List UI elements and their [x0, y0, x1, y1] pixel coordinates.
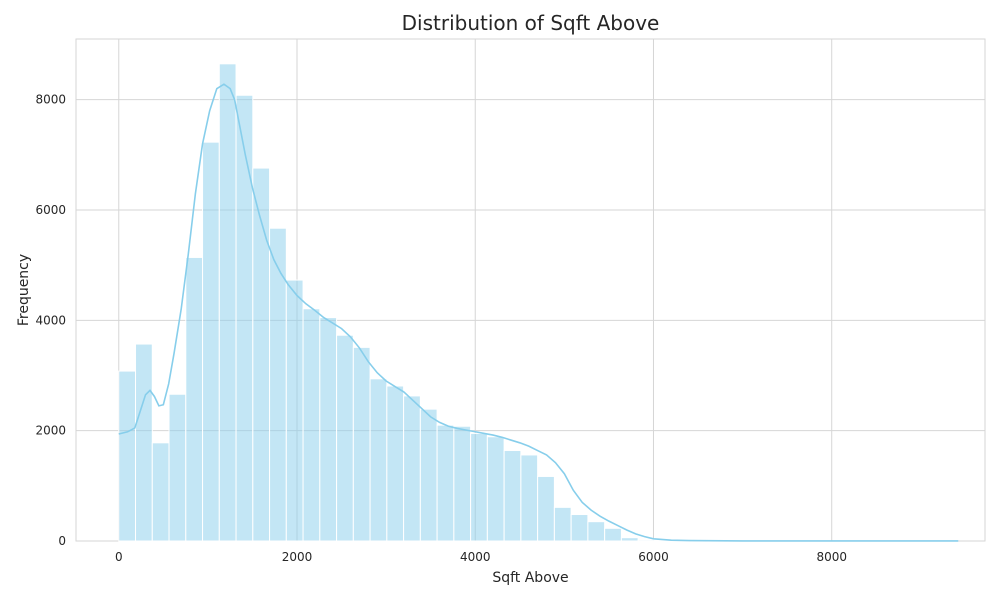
histogram-bar	[604, 527, 622, 542]
x-tick-label: 2000	[282, 550, 313, 564]
y-axis-label: Frequency	[16, 254, 32, 326]
histogram-bar	[403, 395, 421, 542]
y-tick-label: 6000	[35, 203, 66, 217]
histogram-bar	[386, 385, 405, 542]
histogram-bar	[553, 506, 572, 542]
histogram-bar	[436, 424, 455, 542]
x-tick-labels: 0 2000 4000 6000 8000	[115, 550, 847, 564]
histogram-bar	[637, 539, 656, 542]
histogram-bar	[587, 521, 606, 542]
histogram-bar	[453, 425, 472, 542]
y-tick-labels: 0 2000 4000 6000 8000	[35, 93, 66, 548]
y-tick-label: 0	[58, 534, 66, 548]
y-tick-label: 2000	[35, 424, 66, 438]
histogram-bar	[319, 317, 338, 542]
histogram-bar	[235, 94, 254, 542]
histogram-bar	[470, 432, 488, 542]
histogram-bar	[118, 370, 137, 542]
histogram-bar	[336, 334, 354, 542]
x-tick-label: 8000	[816, 550, 847, 564]
histogram-bar	[252, 167, 271, 542]
histogram-bar	[151, 442, 170, 542]
y-tick-label: 4000	[35, 313, 66, 327]
histogram-bar	[503, 450, 522, 542]
histogram-bar	[537, 475, 555, 542]
histogram-bar	[135, 343, 153, 542]
histogram-bars	[118, 63, 957, 542]
histogram-bar	[168, 393, 187, 542]
x-axis-label: Sqft Above	[492, 570, 568, 586]
histogram-bar	[520, 454, 539, 542]
histogram-bar	[620, 537, 639, 542]
x-tick-label: 6000	[638, 550, 669, 564]
histogram-bar	[486, 436, 505, 542]
histogram-bar	[218, 63, 237, 542]
histogram-bar	[369, 378, 388, 542]
x-tick-label: 0	[115, 550, 123, 564]
y-tick-label: 8000	[35, 93, 66, 107]
histogram-bar	[285, 279, 304, 542]
histogram-bar	[570, 514, 589, 542]
histogram-bar	[269, 227, 287, 542]
kde-curve	[118, 83, 959, 542]
histogram-bar	[185, 256, 204, 542]
chart-title: Distribution of Sqft Above	[402, 11, 660, 35]
histogram-bar	[202, 141, 220, 542]
histogram-bar	[302, 308, 321, 542]
histogram-bar	[419, 408, 438, 542]
histogram-bar	[352, 346, 371, 542]
x-tick-label: 4000	[460, 550, 491, 564]
